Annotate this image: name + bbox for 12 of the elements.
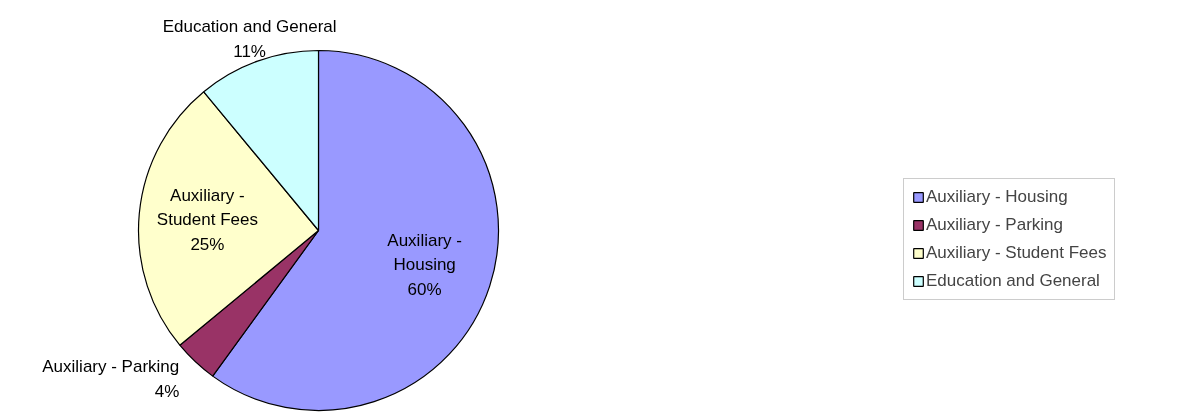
legend-label: Auxiliary - Housing — [926, 187, 1068, 207]
data-label: 11% — [233, 41, 266, 61]
legend-label: Education and General — [926, 271, 1100, 291]
slice-label: Auxiliary - Parking — [42, 356, 180, 376]
data-label: 25% — [190, 235, 225, 255]
data-label: 60% — [407, 280, 442, 300]
legend-label: Auxiliary - Parking — [926, 215, 1063, 235]
legend-label: Auxiliary - Student Fees — [926, 243, 1107, 263]
slice-label: Education and General — [162, 17, 337, 37]
slice-label: Auxiliary - Housing — [387, 230, 462, 275]
data-label: 4% — [154, 381, 180, 401]
slice-label: Auxiliary - Student Fees — [156, 185, 258, 230]
